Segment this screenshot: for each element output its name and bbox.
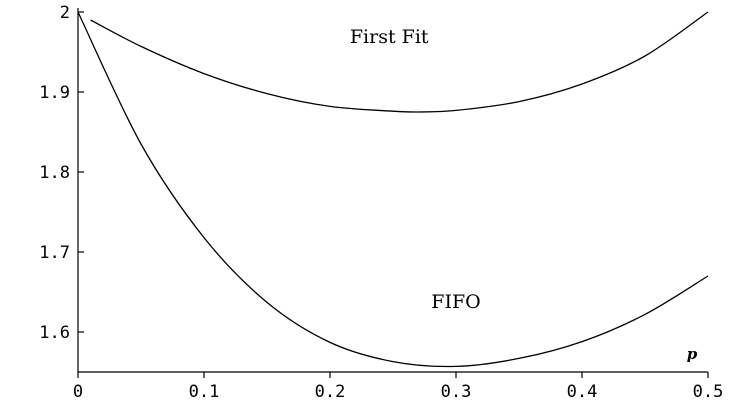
series-annotations: First Fit FIFO xyxy=(350,26,481,313)
x-axis-ticks: 0 0.1 0.2 0.3 0.4 0.5 xyxy=(73,372,723,402)
y-tick-label: 1.8 xyxy=(39,163,70,183)
y-tick-label: 2 xyxy=(60,3,70,23)
y-axis-ticks: 1.6 1.7 1.8 1.9 2 xyxy=(39,3,84,343)
x-tick-label: 0 xyxy=(73,382,83,402)
series-lines xyxy=(77,11,709,368)
series-line-fifo xyxy=(77,11,709,368)
x-tick-label: 0.2 xyxy=(315,382,346,402)
annotation-label: FIFO xyxy=(431,291,480,313)
x-tick-label: 0.4 xyxy=(567,382,598,402)
y-tick-label: 1.6 xyxy=(39,323,70,343)
y-tick-label: 1.7 xyxy=(39,243,70,263)
x-tick-label: 0.1 xyxy=(189,382,220,402)
x-axis-label: p xyxy=(687,345,698,363)
y-tick-label: 1.9 xyxy=(39,83,70,103)
x-tick-label: 0.3 xyxy=(441,382,472,402)
x-tick-label: 0.5 xyxy=(693,382,724,402)
annotation-label: First Fit xyxy=(350,26,429,48)
series-line-first-fit xyxy=(90,11,709,113)
